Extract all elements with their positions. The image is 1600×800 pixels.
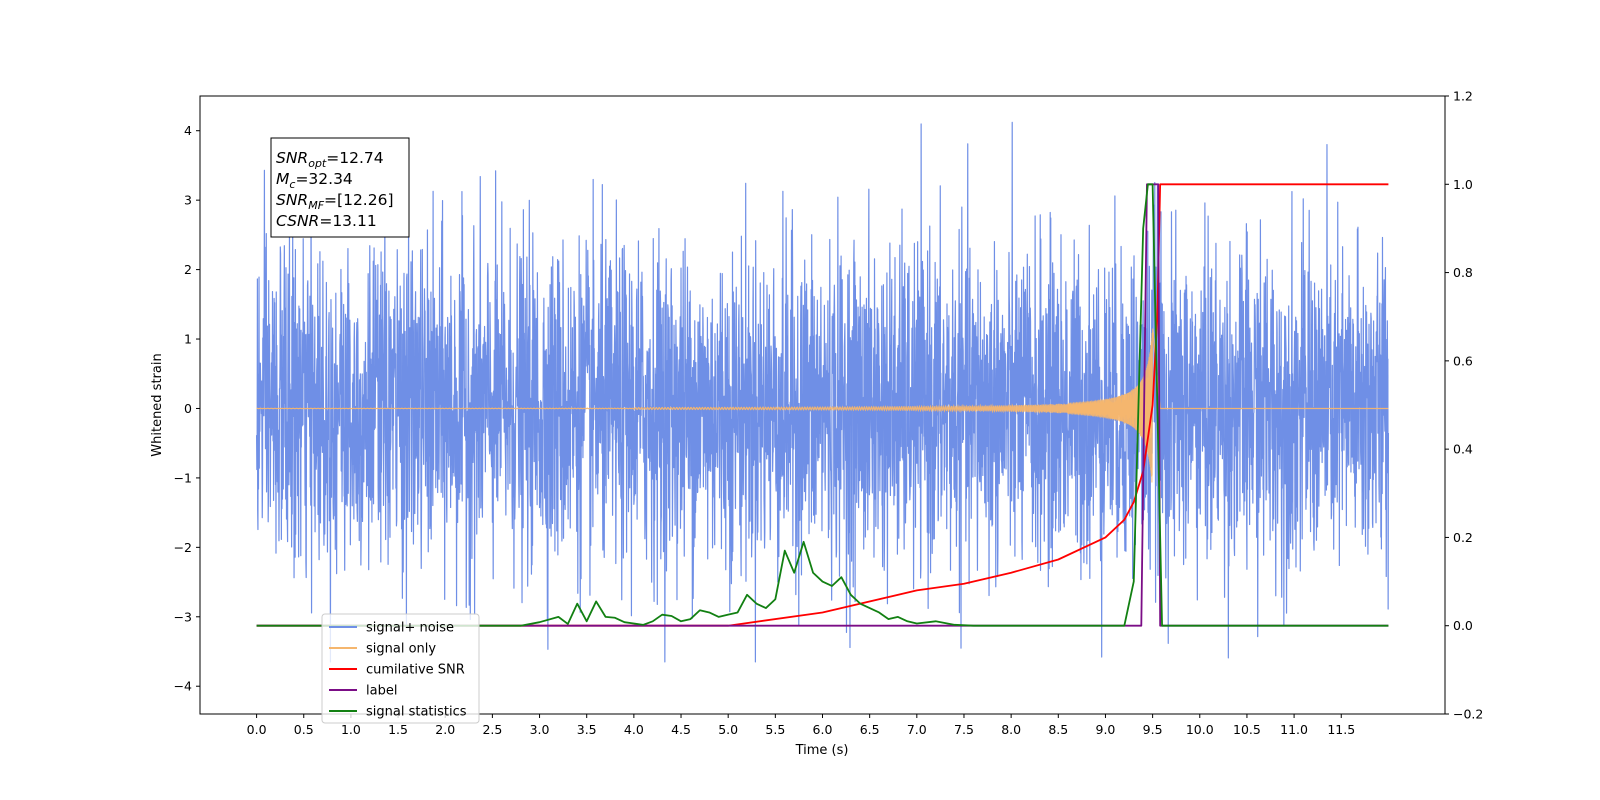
x-tick-label: 3.0 xyxy=(530,722,550,737)
x-tick-label: 6.0 xyxy=(813,722,833,737)
x-tick-label: 5.5 xyxy=(765,722,785,737)
series-signal-statistics-line xyxy=(256,183,1389,627)
y-left-tick-label: 1 xyxy=(184,332,192,347)
x-tick-label: 4.5 xyxy=(671,722,691,737)
x-tick-label: 8.0 xyxy=(1001,722,1021,737)
y-right-tick-label: 1.2 xyxy=(1453,89,1473,104)
y-left-tick-label: 4 xyxy=(184,123,192,138)
stats-line: SNRopt=12.74 xyxy=(276,149,384,170)
y-right-tick-label: 0.6 xyxy=(1453,353,1473,368)
x-tick-label: 11.0 xyxy=(1280,722,1308,737)
x-tick-label: 5.0 xyxy=(718,722,738,737)
x-tick-label: 2.0 xyxy=(435,722,455,737)
stats-subscript: MF xyxy=(308,199,324,212)
legend-frame xyxy=(321,613,480,724)
y-left-tick-label: 3 xyxy=(184,193,192,208)
y-right-tick-label: 0.4 xyxy=(1453,442,1473,457)
x-tick-label: 2.5 xyxy=(482,722,502,737)
x-tick-label: 9.5 xyxy=(1143,722,1163,737)
x-tick-label: 0.5 xyxy=(294,722,314,737)
x-tick-label: 6.5 xyxy=(860,722,880,737)
y-right-tick-label: 0.2 xyxy=(1453,530,1473,545)
x-tick-label: 1.5 xyxy=(388,722,408,737)
y-left-tick-label: 0 xyxy=(184,401,192,416)
x-tick-label: 11.5 xyxy=(1327,722,1355,737)
stats-value: =[12.26] xyxy=(324,191,393,209)
series-signal-only-line xyxy=(256,332,1389,449)
x-tick-label: 1.0 xyxy=(341,722,361,737)
legend-label: signal only xyxy=(366,642,436,657)
y-axis-left: 4 3 2 1 0 −1 −2 −3 −4 xyxy=(174,123,200,694)
x-tick-label: 0.0 xyxy=(247,722,267,737)
stats-symbol: CSNR xyxy=(276,212,319,230)
stats-subscript: opt xyxy=(308,157,327,170)
y-right-tick-label: 1.0 xyxy=(1453,177,1473,192)
y-right-tick-label: −0.2 xyxy=(1453,707,1483,722)
y-right-tick-label: 0.0 xyxy=(1453,618,1473,633)
y-left-tick-label: −4 xyxy=(174,679,192,694)
stats-value: =13.11 xyxy=(319,212,376,230)
stats-value: =12.74 xyxy=(326,149,383,167)
stats-line: Mc=32.34 xyxy=(276,170,353,191)
x-axis: 0.0 0.5 1.0 1.5 2.0 2.5 3.0 3.5 4.0 4.5 5.0 5.5 6.0 6… xyxy=(247,714,1355,737)
legend-label: label xyxy=(366,684,397,699)
series-signal-noise-line xyxy=(255,121,1390,663)
stats-symbol: SNR xyxy=(276,149,308,167)
y-axis-right: 1.2 1.0 0.8 0.6 0.4 0.2 0.0 −0.2 xyxy=(1445,89,1483,722)
y-right-tick-label: 0.8 xyxy=(1453,265,1473,280)
stats-subscript: c xyxy=(289,178,295,191)
stats-value: =32.34 xyxy=(295,170,352,188)
y-axis-label: Whitened strain xyxy=(150,353,165,456)
stats-line: SNRMF=[12.26] xyxy=(276,191,394,212)
y-left-tick-label: −3 xyxy=(174,609,192,624)
y-left-tick-label: −2 xyxy=(174,540,192,555)
x-tick-label: 10.0 xyxy=(1186,722,1214,737)
series-layer xyxy=(255,121,1390,663)
x-tick-label: 3.5 xyxy=(577,722,597,737)
legend-label: signal statistics xyxy=(366,705,467,720)
stats-symbol: SNR xyxy=(276,191,308,209)
x-tick-label: 10.5 xyxy=(1233,722,1261,737)
x-tick-label: 8.5 xyxy=(1048,722,1068,737)
stats-symbol: M xyxy=(276,170,289,188)
legend: signal+ noise signal only cumilative SNR la… xyxy=(321,613,480,724)
legend-label: signal+ noise xyxy=(366,621,454,636)
legend-label: cumilative SNR xyxy=(366,663,465,678)
x-tick-label: 7.5 xyxy=(954,722,974,737)
y-left-tick-label: 2 xyxy=(184,262,192,277)
x-tick-label: 7.0 xyxy=(907,722,927,737)
x-axis-label: Time (s) xyxy=(795,743,849,758)
y-left-tick-label: −1 xyxy=(174,470,192,485)
x-tick-label: 4.0 xyxy=(624,722,644,737)
stats-annotation-box: SNRopt=12.74Mc=32.34SNRMF=[12.26]CSNR=13… xyxy=(270,137,410,238)
stats-annotation-frame xyxy=(270,137,410,238)
stats-line: CSNR=13.11 xyxy=(276,212,377,230)
x-tick-label: 9.0 xyxy=(1096,722,1116,737)
